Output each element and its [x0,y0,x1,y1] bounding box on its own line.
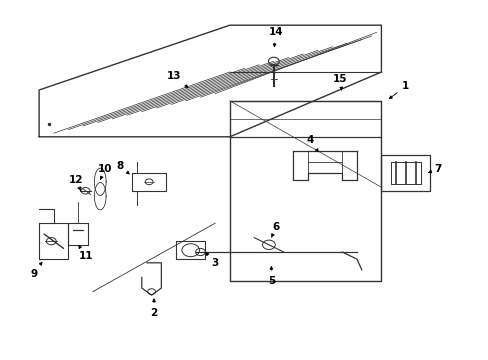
Text: 15: 15 [332,74,346,90]
Text: 6: 6 [271,222,279,237]
Text: 3: 3 [205,253,218,268]
Text: 2: 2 [150,299,157,318]
Text: 7: 7 [427,164,441,174]
Text: 11: 11 [78,246,93,261]
Text: 10: 10 [98,164,112,180]
Text: 1: 1 [388,81,408,99]
Text: 4: 4 [306,135,318,152]
Text: 12: 12 [68,175,83,190]
Text: 13: 13 [166,71,187,87]
Text: 8: 8 [116,161,129,174]
Text: 5: 5 [267,266,274,286]
Text: 9: 9 [31,262,42,279]
Text: 14: 14 [268,27,283,47]
